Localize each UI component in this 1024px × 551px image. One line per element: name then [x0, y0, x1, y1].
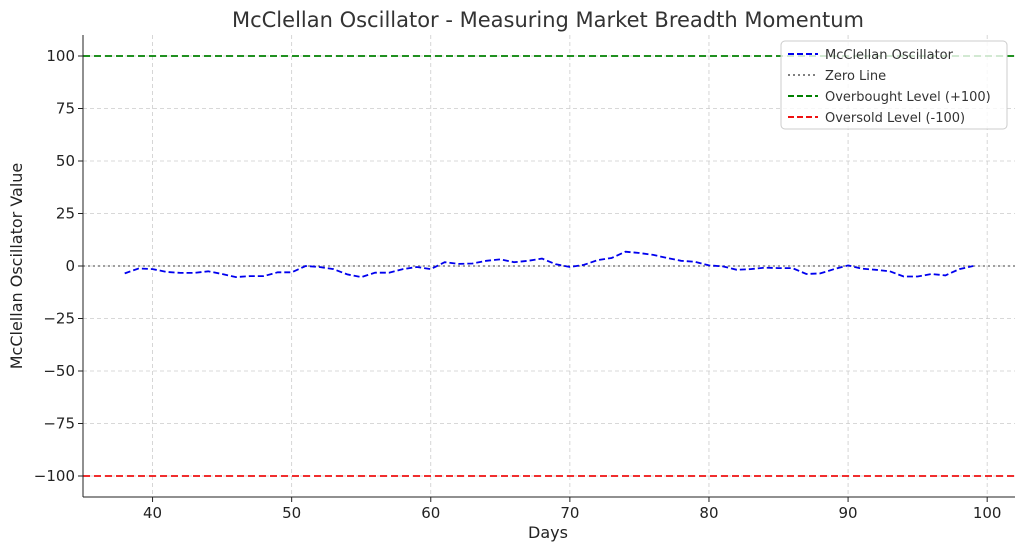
y-axis-label: McClellan Oscillator Value [7, 163, 26, 370]
tick-labels: 40 50 60 70 80 90 100 100 75 50 25 0 −25 −50 −75 −100 [34, 47, 1002, 522]
y-tick-label: −100 [34, 467, 75, 485]
x-tick-label: 90 [839, 504, 858, 522]
chart-title: McClellan Oscillator - Measuring Market … [232, 8, 864, 32]
y-tick-label: 25 [56, 205, 75, 223]
x-tick-label: 70 [560, 504, 579, 522]
y-tick-label: −25 [43, 310, 75, 328]
x-tick-label: 80 [699, 504, 718, 522]
axes [78, 35, 1015, 502]
y-tick-label: 50 [56, 152, 75, 170]
x-tick-label: 40 [143, 504, 162, 522]
y-tick-label: −75 [43, 415, 75, 433]
y-tick-label: 75 [56, 100, 75, 118]
series-lines [124, 250, 974, 279]
y-tick-label: −50 [43, 362, 75, 380]
x-tick-label: 50 [282, 504, 301, 522]
y-tick-label: 0 [65, 257, 75, 275]
legend-label-oversold: Oversold Level (-100) [825, 111, 965, 126]
x-tick-label: 60 [421, 504, 440, 522]
x-axis-label: Days [528, 523, 568, 542]
legend-label-overbought: Overbought Level (+100) [825, 90, 991, 105]
legend: McClellan Oscillator Zero Line Overbough… [780, 40, 1008, 130]
legend-label-zero: Zero Line [825, 69, 886, 84]
legend-label-oscillator: McClellan Oscillator [825, 48, 954, 63]
legend-frame [780, 40, 1008, 130]
y-tick-label: 100 [46, 47, 75, 65]
oscillator-line [124, 250, 974, 279]
x-tick-label: 100 [973, 504, 1002, 522]
